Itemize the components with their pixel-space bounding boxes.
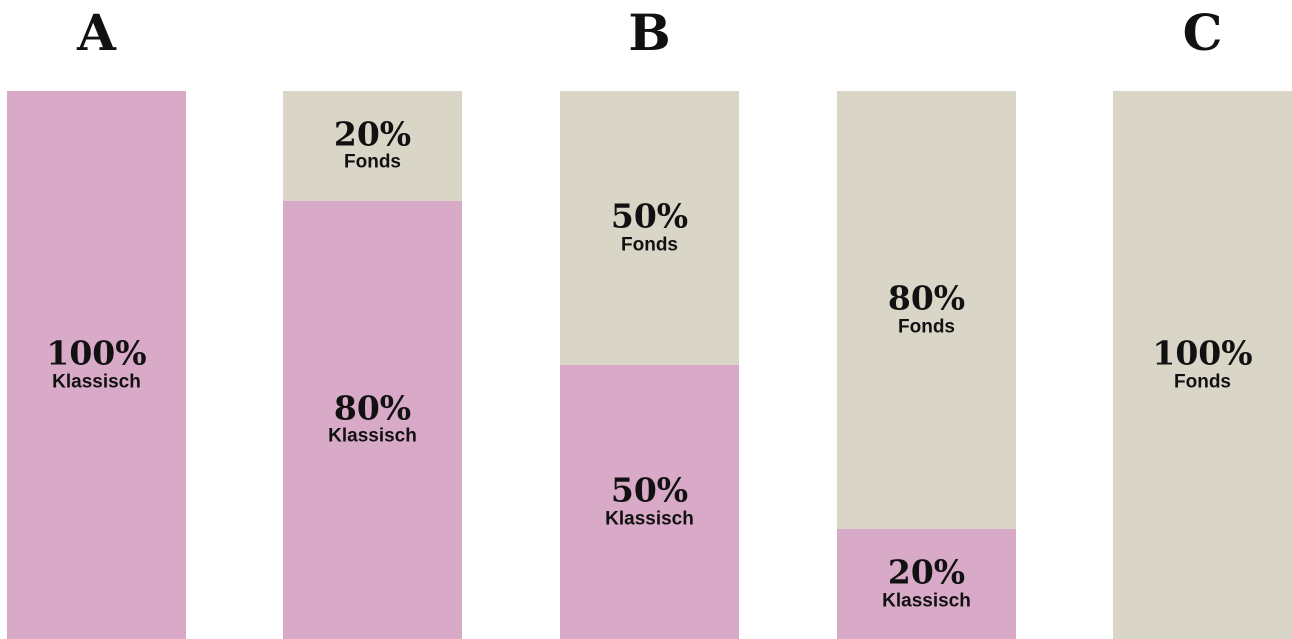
bar-segment-klassisch: 20% Klassisch	[837, 529, 1016, 639]
segment-value: 80%	[887, 278, 966, 318]
segment-series-name: Fonds	[621, 233, 678, 255]
segment-value: 50%	[610, 196, 689, 236]
segment-data-label: 20% Fonds	[283, 114, 462, 174]
segment-series-name: Fonds	[898, 316, 955, 338]
segment-series-name: Klassisch	[52, 370, 141, 392]
bar-segment-klassisch: 80% Klassisch	[283, 200, 462, 639]
column-letter-a: A	[77, 3, 116, 62]
segment-series-name: Klassisch	[328, 425, 417, 447]
segment-series-name: Fonds	[344, 151, 401, 173]
segment-value: 100%	[1152, 333, 1253, 373]
bar-2: 80% Klassisch 20% Fonds	[283, 91, 462, 639]
bar-1: 100% Klassisch	[7, 91, 186, 639]
segment-data-label: 80% Klassisch	[283, 388, 462, 448]
bar-3: 50% Klassisch 50% Fonds	[560, 91, 739, 639]
segment-value: 20%	[333, 114, 412, 154]
segment-value: 50%	[610, 470, 689, 510]
segment-value: 100%	[46, 333, 147, 373]
segment-data-label: 50% Klassisch	[560, 473, 739, 530]
segment-data-label: 20% Klassisch	[837, 555, 1016, 612]
segment-series-name: Klassisch	[882, 590, 971, 612]
bar-segment-klassisch: 50% Klassisch	[560, 365, 739, 639]
bar-4: 20% Klassisch 80% Fonds	[837, 91, 1016, 639]
bar-segment-fonds: 50% Fonds	[560, 91, 739, 365]
segment-data-label: 50% Fonds	[560, 199, 739, 256]
bar-segment-fonds: 20% Fonds	[283, 91, 462, 201]
segment-data-label: 100% Klassisch	[7, 336, 186, 393]
bar-segment-fonds: 100% Fonds	[1113, 91, 1292, 639]
column-letter-c: C	[1182, 3, 1223, 62]
bar-segment-fonds: 80% Fonds	[837, 91, 1016, 530]
segment-series-name: Fonds	[1174, 370, 1231, 392]
segment-value: 80%	[333, 388, 412, 428]
column-letter-b: B	[628, 3, 671, 62]
bar-5: 100% Fonds	[1113, 91, 1292, 639]
segment-data-label: 100% Fonds	[1113, 336, 1292, 393]
segment-value: 20%	[887, 552, 966, 592]
segment-data-label: 80% Fonds	[837, 281, 1016, 338]
bar-segment-klassisch: 100% Klassisch	[7, 91, 186, 639]
segment-series-name: Klassisch	[605, 507, 694, 529]
